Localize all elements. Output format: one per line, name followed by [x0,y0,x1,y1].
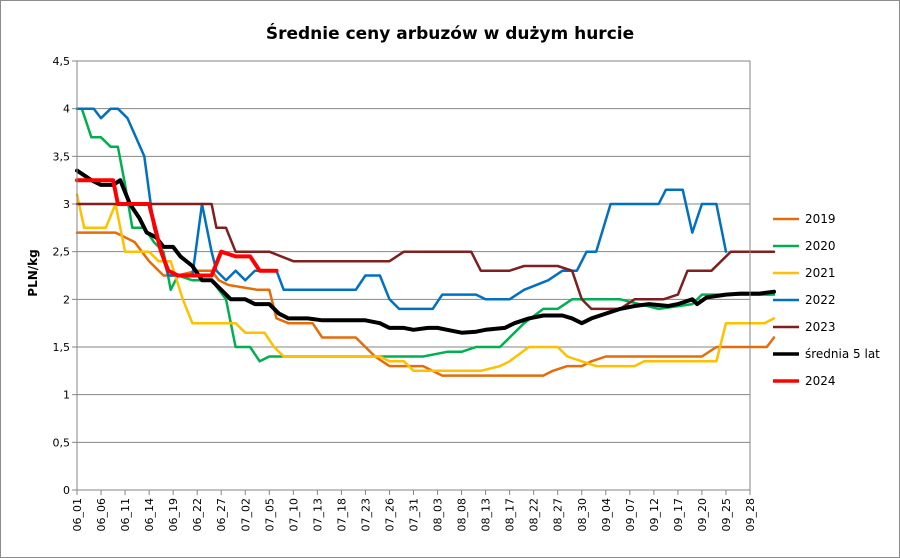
y-tick-label: 2 [63,293,70,306]
series-line [75,168,776,335]
x-tick-label: 07_05 [263,498,276,532]
x-tick-label: 09_04 [600,498,613,532]
chart-title: Średnie ceny arbuzów w dużym hurcie [266,22,634,44]
x-tick-label: 06_19 [167,498,180,532]
x-tick-label: 07_10 [287,498,300,532]
legend: 2019 2020 2021 2022 2023 średnia 5 lat 2024 [773,212,880,388]
y-tick-label: 1,5 [53,341,71,354]
legend-label: 2021 [805,266,836,280]
legend-label: średnia 5 lat [805,347,880,361]
x-tick-label: 07_18 [335,498,348,532]
y-tick-label: 4 [63,103,70,116]
y-tick-label: 3 [63,198,70,211]
x-tick-label: 08_17 [504,498,517,532]
legend-label: 2022 [805,293,836,307]
x-tick-label: 09_12 [648,498,661,532]
y-tick-label: 3,5 [53,150,71,163]
y-tick-label: 4,5 [53,55,71,68]
series-line [75,107,776,363]
x-tick-label: 08_30 [576,498,589,532]
legend-label: 2020 [805,239,836,253]
x-tick-label: 08_03 [432,498,445,532]
series-line [75,107,728,311]
x-tick-label: 07_23 [359,498,372,532]
x-tick-label: 09_25 [720,498,733,532]
x-tick-label: 09_20 [696,498,709,532]
x-tick-label: 06_01 [71,498,84,532]
x-tick-label: 08_08 [456,498,469,532]
series-lines [75,107,776,377]
y-tick-label: 0,5 [53,436,71,449]
grid-lines [72,60,751,495]
series-line [75,178,279,278]
x-tick-label: 08_27 [552,498,565,532]
y-tick-labels: 0 0,5 1 1,5 2 2,5 3 3,5 4 4,5 [53,55,71,497]
series-line [75,202,776,311]
x-tick-label: 07_02 [239,498,252,532]
x-tick-label: 09_28 [744,498,757,532]
x-tick-label: 09_17 [672,498,685,532]
x-tick-label: 08_13 [480,498,493,532]
x-tick-label: 06_22 [191,498,204,532]
y-axis-label: PLN/kg [26,249,40,296]
y-tick-label: 0 [63,484,70,497]
x-tick-label: 09_07 [624,498,637,532]
x-tick-label: 06_06 [95,498,108,532]
x-tick-label: 06_14 [143,498,156,532]
x-tick-label: 06_11 [119,498,132,532]
x-tick-label: 06_27 [215,498,228,532]
legend-label: 2019 [805,212,836,226]
x-tick-label: 07_13 [311,498,324,532]
x-tick-label: 07_26 [383,498,396,532]
plot-area-frame [76,60,751,491]
y-tick-label: 1 [63,389,70,402]
y-tick-label: 2,5 [53,246,71,259]
legend-label: 2024 [805,374,836,388]
legend-label: 2023 [805,320,836,334]
series-line [75,193,776,373]
x-tick-label: 07_31 [408,498,421,532]
x-tick-label: 08_22 [528,498,541,532]
x-tick-labels: 06_01 06_06 06_11 06_14 06_19 06_22 06_27 07_02… [71,498,757,532]
